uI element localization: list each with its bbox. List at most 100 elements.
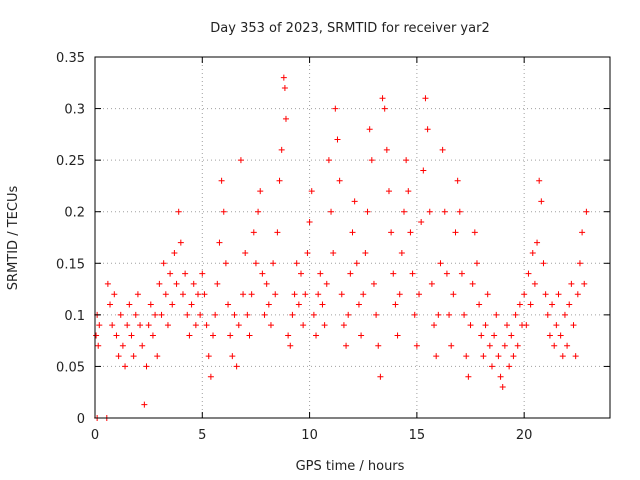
- data-point: [581, 280, 588, 287]
- data-point: [158, 311, 165, 318]
- data-point: [195, 291, 201, 298]
- data-point: [559, 353, 566, 360]
- data-point: [370, 280, 377, 287]
- data-point: [390, 270, 397, 277]
- data-point: [199, 270, 206, 277]
- data-point: [486, 342, 493, 349]
- data-point: [115, 353, 122, 360]
- data-point: [164, 322, 171, 329]
- data-point: [169, 301, 176, 308]
- data-point: [96, 322, 103, 329]
- data-point: [201, 291, 208, 298]
- data-point: [285, 332, 292, 339]
- data-point: [420, 167, 427, 174]
- data-point: [156, 280, 163, 287]
- data-point: [95, 342, 102, 349]
- data-point: [235, 322, 242, 329]
- data-point: [214, 280, 221, 287]
- data-point: [549, 301, 556, 308]
- data-point: [122, 363, 129, 370]
- data-point: [255, 208, 262, 215]
- data-point: [355, 301, 362, 308]
- data-point: [360, 291, 367, 298]
- data-point: [482, 322, 489, 329]
- data-point: [250, 229, 257, 236]
- data-point: [276, 177, 283, 184]
- data-point: [147, 301, 154, 308]
- y-tick-label: 0.2: [64, 206, 85, 221]
- data-point: [298, 270, 304, 277]
- x-tick-label: 20: [516, 428, 533, 443]
- data-point: [437, 260, 444, 267]
- data-point: [325, 157, 332, 164]
- data-point: [523, 322, 530, 329]
- data-point: [564, 342, 571, 349]
- data-point: [218, 177, 225, 184]
- data-point: [225, 301, 232, 308]
- data-point: [229, 353, 236, 360]
- data-point: [566, 301, 573, 308]
- data-point: [510, 353, 517, 360]
- data-point: [555, 291, 562, 298]
- data-point: [456, 208, 463, 215]
- chart-title: Day 353 of 2023, SRMTID for receiver yar…: [210, 21, 489, 36]
- data-point: [493, 311, 500, 318]
- data-point: [137, 322, 144, 329]
- data-point: [484, 291, 491, 298]
- data-point: [203, 322, 210, 329]
- data-point: [491, 332, 498, 339]
- data-point: [480, 353, 487, 360]
- data-point: [433, 353, 440, 360]
- data-point: [525, 270, 532, 277]
- data-point: [373, 311, 380, 318]
- data-point: [465, 373, 472, 380]
- data-point: [514, 342, 521, 349]
- data-point: [321, 322, 328, 329]
- data-point: [583, 208, 590, 215]
- data-point: [435, 311, 442, 318]
- data-point: [377, 373, 384, 380]
- data-point: [338, 291, 345, 298]
- data-point: [287, 342, 294, 349]
- data-point: [448, 342, 455, 349]
- data-point: [263, 280, 270, 287]
- data-point: [546, 332, 553, 339]
- data-point: [130, 353, 137, 360]
- data-point: [265, 301, 272, 308]
- data-point: [104, 280, 111, 287]
- data-point: [124, 322, 131, 329]
- plot-frame: [94, 56, 611, 419]
- data-point: [317, 270, 324, 277]
- data-point: [347, 270, 354, 277]
- data-point: [411, 311, 418, 318]
- data-point: [192, 322, 199, 329]
- data-point: [340, 322, 347, 329]
- data-point: [446, 311, 453, 318]
- data-point: [488, 363, 495, 370]
- data-point: [306, 219, 313, 226]
- data-point: [431, 322, 438, 329]
- y-tick-label: 0.3: [64, 103, 85, 118]
- data-point: [154, 353, 161, 360]
- data-point: [107, 301, 114, 308]
- data-point: [132, 311, 139, 318]
- y-tick-label: 0: [77, 412, 85, 427]
- data-point: [561, 311, 568, 318]
- data-point: [441, 208, 448, 215]
- data-point: [272, 291, 279, 298]
- data-point: [190, 280, 197, 287]
- data-point: [473, 260, 480, 267]
- grid-lines: [95, 57, 610, 418]
- data-point: [416, 291, 423, 298]
- data-point: [452, 229, 459, 236]
- data-point: [358, 332, 365, 339]
- data-point: [210, 332, 217, 339]
- data-point: [443, 270, 450, 277]
- data-point: [222, 260, 229, 267]
- data-point: [579, 229, 586, 236]
- data-point: [381, 105, 388, 112]
- data-point: [128, 332, 135, 339]
- data-point: [240, 291, 247, 298]
- data-point: [231, 311, 238, 318]
- data-point: [478, 332, 485, 339]
